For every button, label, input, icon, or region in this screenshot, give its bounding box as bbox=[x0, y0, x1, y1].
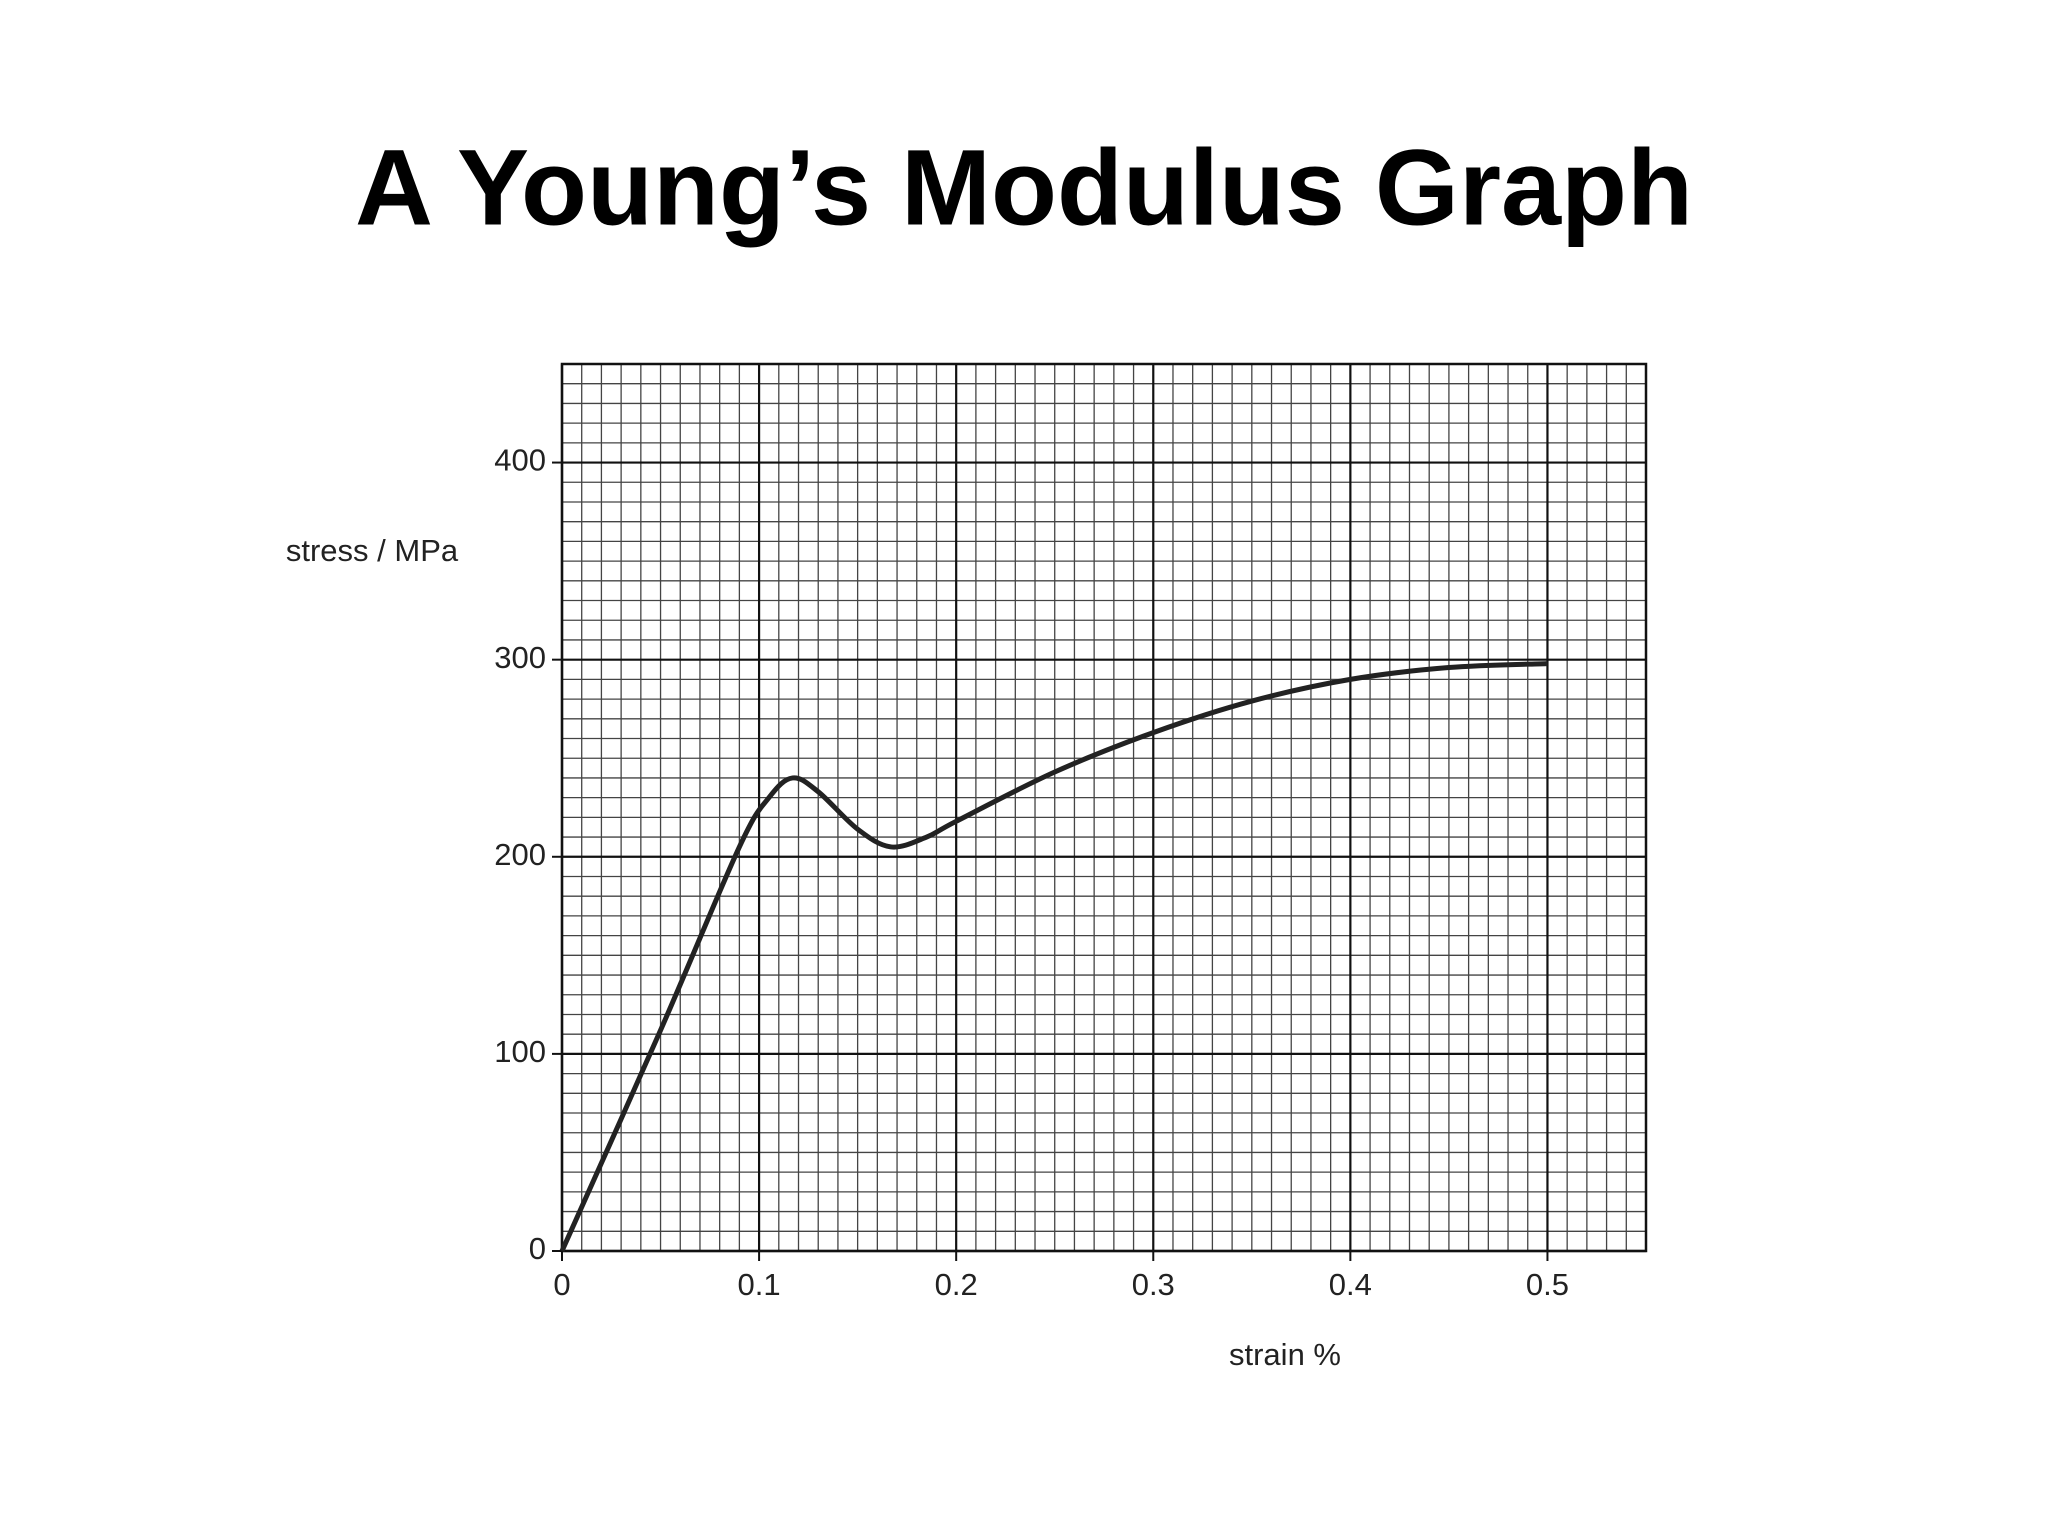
y-tick-label: 100 bbox=[494, 1034, 546, 1069]
line bbox=[559, 661, 1548, 1253]
y-tick-label: 200 bbox=[494, 837, 546, 872]
x-tick-label: 0.3 bbox=[1132, 1267, 1175, 1302]
plot-frame bbox=[560, 362, 1648, 1253]
y-tick-label: 400 bbox=[494, 443, 546, 478]
x-tick-label: 0.1 bbox=[738, 1267, 781, 1302]
chart-title: A Young’s Modulus Graph bbox=[355, 127, 1693, 248]
x-tick-label: 0 bbox=[553, 1267, 570, 1302]
x-tick-label: 0.2 bbox=[935, 1267, 978, 1302]
x-axis-label: strain % bbox=[1229, 1337, 1341, 1372]
x-tick-label: 0.5 bbox=[1526, 1267, 1569, 1302]
x-tick-label: 0.4 bbox=[1329, 1267, 1372, 1302]
y-axis-label: stress / MPa bbox=[286, 533, 459, 568]
y-tick-label: 0 bbox=[529, 1231, 546, 1266]
y-tick-label: 300 bbox=[494, 640, 546, 675]
